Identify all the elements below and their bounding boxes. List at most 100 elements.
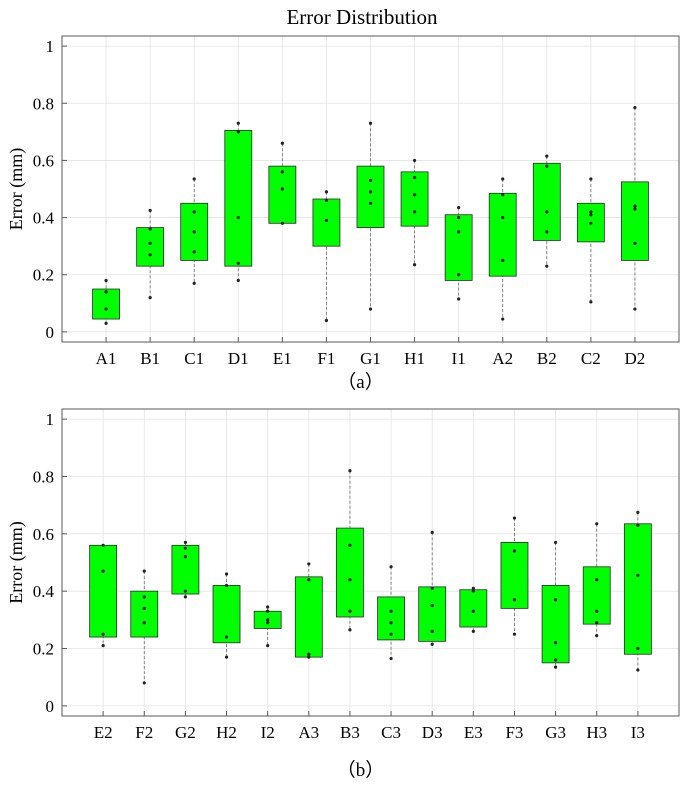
panel-a-boxes — [92, 105, 649, 325]
data-point — [501, 317, 505, 321]
box-I1 — [444, 205, 473, 301]
data-point — [512, 598, 517, 602]
data-point — [192, 250, 196, 254]
box-D1 — [224, 121, 253, 283]
data-point — [389, 656, 393, 661]
box-F3 — [500, 516, 529, 636]
y-tick-label: 0.2 — [33, 266, 54, 285]
box-iqr — [268, 165, 297, 224]
data-point — [636, 510, 640, 514]
data-point — [368, 201, 373, 205]
box-G3 — [541, 540, 570, 669]
box-C2 — [576, 177, 605, 304]
data-point — [368, 190, 373, 194]
panel-a: 0 0.2 0.4 0.6 0.8 1 A1 B1 C1 D1 E1 F1 G1 H1 I1 A2 B2 C2 D… — [6, 35, 680, 393]
data-point — [636, 668, 640, 672]
box-B1 — [136, 208, 165, 300]
data-point — [589, 221, 593, 225]
data-point — [104, 321, 108, 325]
panel-b: 0 0.2 0.4 0.6 0.8 1 E2 F2 G2 H2 I2 A3 B3 C3 D3 E3 F3 G3 H… — [6, 408, 680, 781]
figure-title: Error Distribution — [286, 5, 438, 29]
data-point — [307, 578, 311, 582]
panel-a-x-ticks: A1 B1 C1 D1 E1 F1 G1 H1 I1 A2 B2 C2 D2 — [96, 337, 646, 368]
y-tick-label: 1 — [46, 410, 55, 429]
data-point — [192, 281, 196, 285]
x-tick-label: A1 — [96, 349, 117, 368]
box-E3 — [459, 586, 488, 633]
data-point — [101, 644, 105, 648]
data-point — [501, 258, 505, 263]
data-point — [280, 221, 284, 225]
data-point — [142, 569, 146, 573]
box-iqr — [312, 198, 341, 247]
x-tick-label: C3 — [381, 723, 401, 742]
data-point — [512, 516, 517, 520]
data-point — [142, 621, 146, 625]
x-tick-label: D2 — [625, 349, 646, 368]
box-H1 — [400, 158, 429, 267]
data-point — [224, 635, 229, 639]
data-point — [142, 606, 146, 610]
data-point — [636, 523, 640, 527]
data-point — [389, 632, 393, 636]
x-tick-label: I1 — [452, 349, 466, 368]
data-point — [545, 264, 549, 268]
data-point — [148, 253, 152, 257]
data-point — [148, 241, 152, 245]
data-point — [324, 190, 329, 194]
panel-b-boxes — [89, 469, 652, 685]
data-point — [471, 629, 475, 633]
box-D3 — [418, 530, 447, 646]
data-point — [101, 569, 105, 573]
data-point — [554, 598, 558, 602]
data-point — [412, 263, 417, 267]
data-point — [554, 540, 558, 545]
data-point — [266, 618, 270, 622]
box-A3 — [294, 562, 323, 659]
box-iqr — [356, 165, 385, 228]
x-tick-label: C1 — [184, 349, 204, 368]
data-point — [471, 609, 475, 613]
y-tick-label: 0.4 — [33, 209, 55, 228]
data-point — [457, 297, 461, 301]
data-point — [595, 522, 599, 526]
data-point — [633, 241, 637, 245]
box-H3 — [582, 522, 611, 638]
data-point — [236, 130, 240, 134]
box-iqr — [130, 590, 159, 638]
data-point — [280, 187, 284, 191]
box-B3 — [336, 469, 364, 632]
data-point — [236, 261, 240, 265]
data-point — [348, 628, 352, 632]
data-point — [412, 158, 417, 163]
data-point — [224, 655, 229, 659]
data-point — [142, 595, 146, 599]
box-iqr — [171, 544, 200, 595]
box-H2 — [212, 572, 241, 659]
x-tick-label: A2 — [492, 349, 513, 368]
data-point — [389, 609, 393, 613]
data-point — [183, 546, 187, 550]
data-point — [324, 218, 329, 223]
y-tick-label: 1 — [46, 37, 55, 56]
panel-a-y-axis-label: Error (mm) — [6, 148, 27, 230]
y-tick-label: 0.8 — [33, 467, 54, 486]
box-G1 — [356, 121, 385, 311]
data-point — [104, 278, 108, 283]
panel-b-grid — [62, 409, 679, 716]
data-point — [142, 681, 146, 685]
x-tick-label: F1 — [317, 349, 335, 368]
data-point — [412, 193, 417, 197]
y-tick-label: 0 — [46, 323, 55, 342]
data-point — [554, 665, 558, 669]
box-I3 — [623, 510, 652, 672]
data-point — [589, 300, 593, 304]
box-C1 — [180, 177, 209, 285]
box-iqr — [418, 586, 447, 642]
x-tick-label: B1 — [140, 349, 160, 368]
x-tick-label: B3 — [340, 723, 360, 742]
box-iqr — [136, 227, 165, 267]
box-iqr — [623, 523, 652, 655]
data-point — [266, 644, 270, 648]
data-point — [554, 641, 558, 645]
